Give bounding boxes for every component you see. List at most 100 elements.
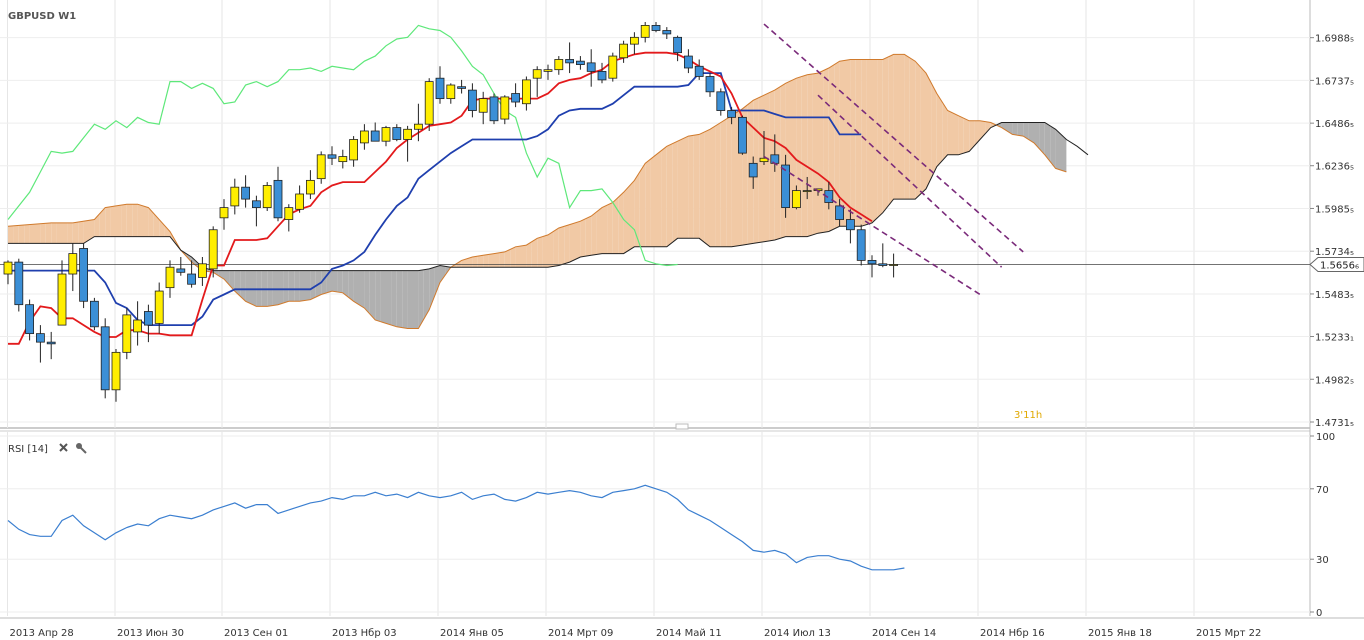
bull-candle — [284, 207, 294, 220]
bear-candle — [143, 311, 153, 326]
kumo-segment — [872, 59, 878, 223]
bear-candle — [90, 300, 99, 328]
bull-candle — [608, 55, 618, 79]
kumo-segment — [612, 197, 619, 254]
kumo-segment — [504, 249, 511, 268]
rsi-tick-label: 30 — [1316, 555, 1329, 566]
bear-candle — [36, 333, 45, 343]
kumo-segment — [116, 205, 122, 237]
kumo-segment — [909, 57, 916, 200]
kumo-segment — [1050, 125, 1056, 169]
bear-candle — [748, 162, 758, 178]
kumo-segment — [710, 125, 716, 247]
kumo-segment — [51, 222, 57, 244]
kumo-segment — [224, 270, 230, 286]
kumo-segment — [132, 204, 138, 237]
kumo-segment — [423, 268, 430, 320]
kumo-segment — [407, 270, 413, 329]
kumo-segment — [148, 207, 154, 237]
bull-candle — [522, 79, 531, 105]
kumo-segment — [1039, 122, 1045, 155]
x-tick-label: 2015 Янв 18 — [1088, 628, 1152, 639]
bear-candle — [770, 154, 780, 164]
tenkan-sen — [8, 51, 873, 345]
kumo-segment — [353, 270, 359, 305]
bull-candle — [889, 264, 898, 266]
bull-candle — [154, 290, 164, 324]
kumo-segment — [785, 80, 791, 237]
kumo-segment — [1034, 122, 1040, 149]
kumo-segment — [62, 222, 68, 244]
bear-candle — [79, 248, 88, 302]
kumo-segment — [283, 270, 289, 303]
kumo-segment — [683, 136, 689, 239]
kumo-segment — [548, 231, 554, 268]
bull-candle — [3, 261, 13, 275]
bull-candle — [413, 123, 423, 130]
kumo-segment — [94, 213, 100, 237]
y-tick-label: 1.4731₅ — [1315, 418, 1354, 429]
x-tick-label: 2014 Май 11 — [656, 628, 722, 639]
kumo-segment — [488, 253, 494, 268]
kumo-segment — [704, 129, 710, 247]
kumo-segment — [1001, 122, 1007, 131]
bear-candle — [662, 30, 672, 35]
kumo-segment — [434, 265, 440, 297]
y-tick-label: 1.5483₅ — [1315, 290, 1354, 301]
kumo-segment — [823, 67, 829, 233]
kumo-segment — [758, 95, 764, 243]
x-tick-label: 2014 Мрт 09 — [548, 628, 613, 639]
channel-line — [763, 23, 1024, 253]
kumo-segment — [850, 59, 856, 227]
bull-candle — [424, 81, 434, 125]
kumo-segment — [969, 120, 975, 152]
kumo-segment — [564, 224, 570, 264]
wrench-icon[interactable] — [76, 443, 87, 454]
rsi-line — [7, 484, 905, 571]
bull-candle — [640, 25, 650, 38]
trend-channel — [763, 23, 1024, 296]
candles — [3, 22, 898, 402]
x-tick-label: 2013 Июн 30 — [117, 628, 184, 639]
y-tick-label: 1.4982₅ — [1315, 375, 1354, 386]
bear-candle — [392, 127, 402, 140]
kumo-segment — [828, 64, 835, 232]
bear-candle — [251, 200, 261, 209]
kumo-segment — [531, 238, 538, 268]
kumo-segment — [650, 154, 656, 247]
bull-candle — [619, 43, 628, 59]
kumo-segment — [926, 73, 932, 189]
kumo-segment — [904, 54, 910, 200]
bear-candle — [856, 229, 866, 261]
rsi-tick-label: 70 — [1316, 485, 1329, 496]
kumo-segment — [877, 59, 883, 218]
kumo-segment — [299, 270, 305, 302]
kumo-segment — [137, 204, 143, 237]
bull-candle — [122, 314, 132, 353]
kumo-segment — [656, 150, 662, 247]
indicator-lines — [0, 24, 1310, 345]
kumo-segment — [515, 245, 521, 268]
kumo-segment — [855, 59, 862, 227]
bull-candle — [165, 266, 175, 289]
bear-candle — [457, 86, 467, 89]
bear-candle — [673, 36, 682, 54]
bull-candle — [316, 154, 326, 180]
kumo-segment — [942, 102, 948, 161]
kumo-segment — [359, 270, 365, 309]
x-tick-label: 2014 Янв 05 — [440, 628, 504, 639]
bear-candle — [586, 62, 596, 72]
kumo-segment — [591, 211, 597, 256]
close-x-icon[interactable] — [59, 443, 68, 452]
bear-candle — [684, 55, 693, 69]
kumo-segment — [78, 221, 84, 244]
bull-candle — [543, 69, 553, 72]
kumo-segment — [974, 120, 980, 146]
kumo-segment — [661, 146, 667, 247]
bear-candle — [327, 154, 337, 159]
panel-resize-handle[interactable] — [675, 423, 689, 430]
kumo-segment — [337, 270, 343, 293]
kumo-segment — [953, 113, 959, 155]
kumo-segment — [240, 270, 246, 302]
kumo-segment — [153, 213, 160, 237]
